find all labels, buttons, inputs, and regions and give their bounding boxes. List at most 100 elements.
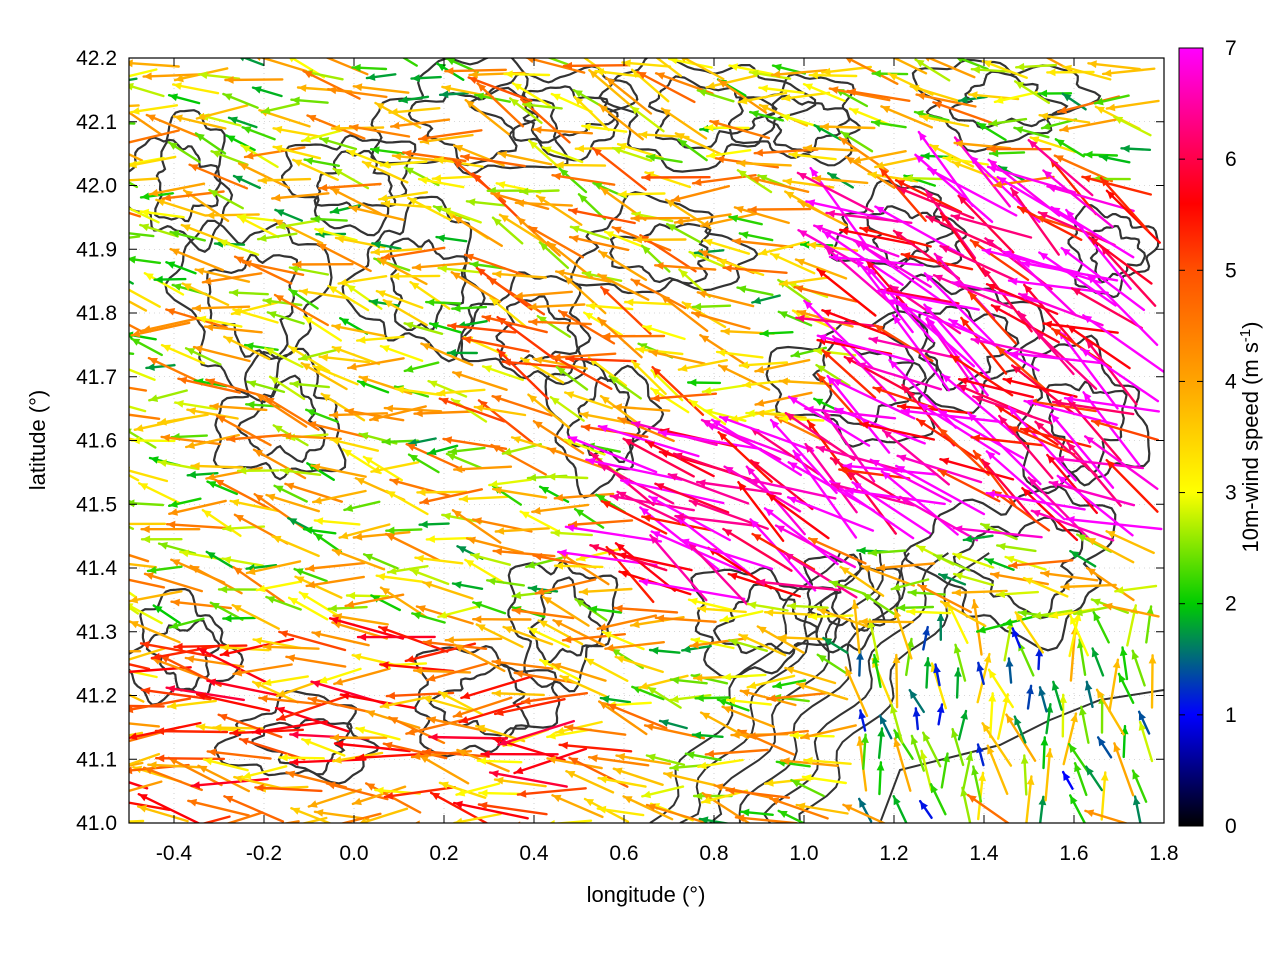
wind-arrow-head: [565, 524, 575, 532]
contour-line: [164, 219, 333, 404]
wind-arrow-head: [229, 116, 238, 125]
wind-arrow-head: [751, 176, 760, 184]
wind-arrow-head: [495, 527, 505, 535]
wind-arrow: [437, 605, 480, 619]
wind-arrow-head: [170, 230, 180, 238]
wind-arrow: [669, 676, 708, 685]
wind-arrow-head: [589, 754, 598, 763]
wind-arrow: [1038, 112, 1091, 124]
wind-arrow-shaft: [339, 812, 382, 823]
wind-arrow-shaft: [828, 87, 891, 102]
wind-arrow: [565, 770, 615, 794]
wind-arrow: [589, 451, 655, 507]
wind-arrow-head: [410, 282, 420, 290]
wind-arrow-head: [920, 801, 928, 810]
wind-arrow-head: [640, 507, 650, 516]
wind-arrow: [460, 675, 533, 700]
wind-arrow: [401, 58, 418, 67]
wind-arrow-head: [805, 444, 814, 453]
wind-arrow-shaft: [453, 801, 529, 820]
wind-arrow-shaft: [691, 173, 757, 185]
wind-arrow-head: [852, 482, 862, 491]
wind-arrow-shaft: [405, 718, 468, 735]
wind-arrow-head: [670, 695, 679, 703]
wind-arrow: [691, 173, 757, 187]
wind-arrow: [800, 724, 857, 740]
wind-arrow: [786, 496, 875, 532]
wind-arrow: [385, 526, 423, 535]
wind-arrow-shaft: [597, 249, 648, 282]
wind-arrow-head: [553, 620, 563, 628]
wind-arrow-head: [739, 634, 749, 642]
contour-line: [370, 58, 569, 176]
wind-arrow-head: [959, 95, 968, 104]
wind-arrow-head: [321, 823, 330, 831]
wind-arrow-shaft: [667, 473, 750, 505]
wind-arrow-head: [169, 93, 178, 102]
wind-arrow-head: [666, 199, 675, 208]
wind-arrow-shaft: [276, 695, 346, 721]
wind-arrow-shaft: [674, 514, 760, 528]
wind-arrow: [885, 298, 978, 336]
wind-arrow-shaft: [524, 58, 586, 74]
wind-arrow-head: [146, 114, 156, 122]
wind-arrow-head: [829, 86, 839, 94]
wind-arrow-head: [207, 481, 217, 489]
wind-arrow: [1066, 324, 1131, 370]
wind-arrow-head: [647, 803, 656, 812]
wind-arrow-head: [1074, 763, 1082, 773]
wind-arrow-head: [552, 353, 561, 362]
wind-arrow: [1038, 251, 1117, 307]
wind-arrow-head: [143, 72, 152, 81]
wind-arrow-shaft: [165, 523, 230, 530]
wind-arrow: [294, 575, 343, 599]
wind-arrow-head: [491, 191, 501, 200]
wind-arrow-head: [144, 767, 153, 775]
wind-arrow-shaft: [816, 608, 869, 628]
wind-arrow-head: [515, 199, 525, 208]
wind-arrow-head: [741, 808, 750, 817]
wind-arrow-head: [171, 559, 181, 567]
wind-arrow: [1069, 549, 1097, 568]
wind-arrow-shaft: [417, 129, 483, 141]
wind-arrow: [225, 433, 291, 443]
wind-arrow-head: [701, 220, 710, 228]
wind-arrow-shaft: [763, 611, 816, 616]
wind-arrow: [129, 68, 158, 78]
wind-arrow: [1084, 809, 1129, 823]
wind-arrow-head: [928, 168, 938, 176]
wind-arrow: [777, 310, 813, 327]
wind-arrow-shaft: [996, 175, 1084, 230]
wind-arrow-head: [831, 482, 841, 490]
wind-arrow: [418, 520, 450, 529]
wind-arrow: [222, 614, 257, 623]
contour-line: [679, 552, 863, 823]
wind-arrow: [173, 642, 248, 651]
wind-arrow-head: [1055, 139, 1065, 147]
wind-arrow-shaft: [129, 647, 166, 661]
wind-arrow: [377, 257, 428, 286]
wind-arrow: [435, 234, 468, 243]
wind-arrow: [491, 658, 554, 670]
wind-arrow-shaft: [271, 535, 320, 558]
wind-arrow-head: [256, 584, 266, 593]
wind-arrow-shaft: [1085, 536, 1135, 564]
wind-arrow-head: [537, 195, 546, 204]
wind-arrow-shaft: [734, 816, 798, 823]
wind-arrow-head: [495, 776, 504, 785]
wind-arrow: [1062, 712, 1078, 766]
wind-arrow-shaft: [447, 324, 517, 334]
wind-arrow-head: [99, 408, 108, 416]
contour-line: [212, 347, 347, 481]
wind-arrow-shaft: [998, 414, 1054, 480]
wind-arrow-head: [575, 144, 584, 153]
wind-arrow-shaft: [422, 581, 474, 600]
wind-arrow-head: [465, 100, 475, 109]
wind-arrow: [129, 437, 141, 443]
wind-arrow-shaft: [452, 696, 513, 718]
wind-arrow-shaft: [927, 167, 1018, 217]
wind-arrow-head: [533, 126, 542, 134]
wind-arrow-head: [254, 494, 264, 502]
wind-arrow-head: [138, 805, 148, 813]
wind-arrow-head: [876, 563, 886, 572]
